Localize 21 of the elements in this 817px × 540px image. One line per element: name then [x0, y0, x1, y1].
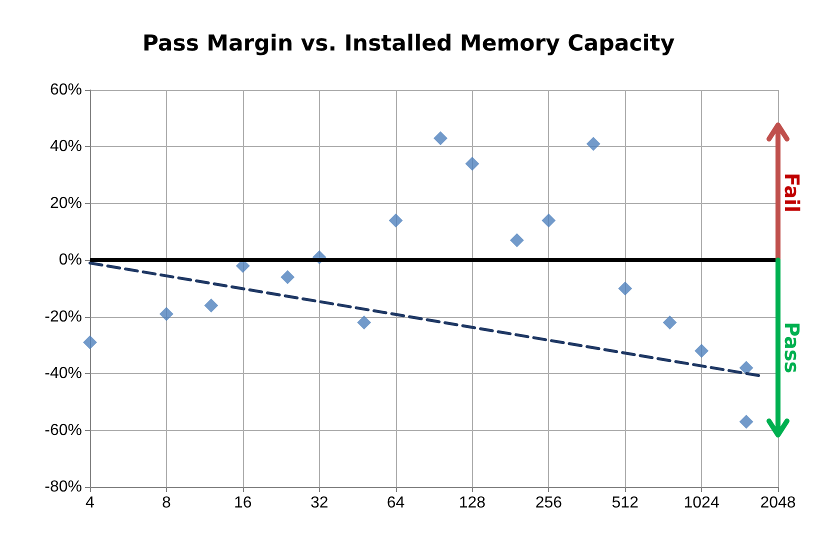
x-tick-label: 1024: [684, 494, 720, 512]
x-tick-label: 2048: [760, 494, 796, 512]
x-tick-label: 8: [162, 494, 171, 512]
y-tick-label: 40%: [50, 138, 82, 156]
x-tick-label: 4: [86, 494, 95, 512]
y-tick-label: -40%: [44, 365, 82, 382]
y-tick-label: -80%: [44, 478, 82, 496]
x-tick-label: 512: [612, 494, 639, 512]
x-tick-label: 256: [535, 494, 562, 512]
text: Fail: [780, 172, 804, 212]
x-tick-label: 32: [310, 494, 328, 512]
x-tick-label: 64: [386, 494, 405, 512]
y-tick-label: 0%: [58, 252, 82, 269]
y-tick-label: -20%: [44, 308, 82, 326]
y-tick-label: -60%: [44, 422, 82, 439]
x-tick-label: 128: [458, 494, 486, 512]
y-tick-label: 60%: [50, 82, 82, 98]
y-tick-label: 20%: [50, 194, 82, 212]
text: Pass: [780, 322, 804, 374]
chart-title: Pass Margin vs. Installed Memory Capacity: [142, 32, 675, 56]
x-tick-label: 16: [234, 494, 252, 512]
